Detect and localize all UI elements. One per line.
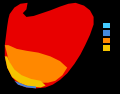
Bar	[103, 45, 110, 51]
Polygon shape	[5, 45, 67, 83]
Polygon shape	[14, 81, 36, 88]
Bar	[103, 23, 110, 28]
Bar	[103, 30, 110, 36]
Bar	[103, 38, 110, 43]
Polygon shape	[5, 56, 46, 87]
Polygon shape	[5, 3, 94, 88]
